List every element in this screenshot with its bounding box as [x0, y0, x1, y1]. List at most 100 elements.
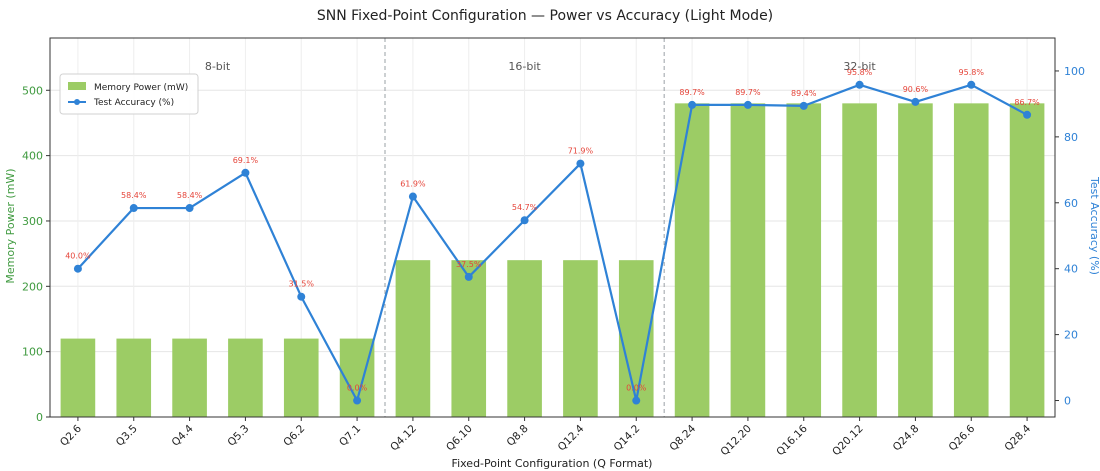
accuracy-point-Q4.12 — [408, 192, 417, 201]
y-right-tick-label: 20 — [1064, 329, 1078, 342]
accuracy-point-Q14.2 — [632, 396, 641, 405]
y-right-tick-label: 40 — [1064, 263, 1078, 276]
x-ticks-layer: Q2.6 Q3.5 Q4.4 Q5.3 Q6.2 Q7.1 Q4.12 Q6.10 Q8.8 Q1… — [58, 417, 1033, 459]
accuracy-point-Q8.8 — [520, 216, 529, 225]
legend: Memory Power (mW) Test Accuracy (%) — [59, 73, 199, 115]
x-tick-label-Q20.12: Q20.12 — [830, 423, 866, 459]
accuracy-points-layer — [73, 80, 1032, 405]
legend-bar-label: Memory Power (mW) — [94, 83, 188, 93]
y-left-tick-label: 0 — [36, 411, 43, 424]
y-left-tick-label: 400 — [22, 150, 43, 163]
data-label-Q8.8: 54.7% — [512, 203, 538, 212]
data-label-Q12.4: 71.9% — [568, 147, 594, 156]
legend-line-marker — [74, 99, 80, 105]
y-right-tick-label: 60 — [1064, 197, 1078, 210]
y-axis-right-label: Test Accuracy (%) — [1088, 176, 1100, 275]
accuracy-point-Q28.4 — [1023, 110, 1032, 119]
x-tick-label-Q4.12: Q4.12 — [388, 423, 419, 454]
group-labels: 8-bit 16-bit 32-bit — [205, 60, 877, 73]
data-label-Q24.8: 90.6% — [903, 85, 929, 94]
accuracy-point-Q20.12 — [855, 80, 864, 89]
x-tick-label-Q16.16: Q16.16 — [774, 422, 810, 458]
data-label-Q16.16: 89.4% — [791, 89, 817, 98]
data-labels-layer: 40.0% 58.4% 58.4% 69.1% 31.5% 0.0% 61.9% 37.5% 5… — [65, 68, 1040, 393]
y-left-tick-label: 500 — [22, 84, 43, 97]
x-tick-label-Q8.8: Q8.8 — [505, 423, 531, 449]
legend-box — [59, 73, 199, 115]
x-tick-label-Q24.8: Q24.8 — [891, 423, 922, 454]
legend-line-label: Test Accuracy (%) — [93, 98, 174, 108]
data-label-Q6.2: 31.5% — [289, 280, 315, 289]
bar-Q6.2 — [283, 338, 319, 417]
x-tick-label-Q2.6: Q2.6 — [58, 422, 84, 448]
axes-layer: 0 100 200 300 400 500 0 20 40 60 80 100 — [22, 37, 1085, 424]
x-tick-label-Q5.3: Q5.3 — [225, 423, 251, 449]
y-right-tick-label: 100 — [1064, 65, 1085, 78]
x-tick-label-Q6.10: Q6.10 — [444, 423, 475, 454]
data-label-Q28.4: 86.7% — [1014, 98, 1040, 107]
y-left-tick-label: 300 — [22, 215, 43, 228]
chart-title: SNN Fixed-Point Configuration — Power vs… — [317, 8, 773, 24]
data-label-Q4.12: 61.9% — [400, 180, 426, 189]
accuracy-point-Q12.4 — [576, 159, 585, 168]
bars-layer — [60, 103, 1045, 418]
bar-Q4.4 — [172, 338, 207, 417]
bar-Q12.20 — [730, 103, 766, 418]
group-label-8-bit: 8-bit — [205, 60, 231, 73]
data-label-Q4.4: 58.4% — [177, 191, 203, 200]
data-label-Q12.20: 89.7% — [735, 88, 761, 97]
data-label-Q20.12: 95.8% — [847, 68, 873, 77]
accuracy-point-Q6.10 — [464, 272, 473, 281]
bar-Q5.3 — [228, 338, 263, 417]
x-tick-label-Q6.2: Q6.2 — [281, 423, 307, 449]
data-label-Q3.5: 58.4% — [121, 191, 147, 200]
legend-bar-swatch — [68, 82, 86, 90]
bar-Q20.12 — [842, 103, 877, 418]
y-right-tick-label: 80 — [1064, 131, 1078, 144]
accuracy-point-Q8.24 — [688, 100, 697, 109]
bar-Q16.16 — [786, 103, 822, 418]
data-label-Q14.2: 0.0% — [626, 384, 647, 393]
accuracy-line-layer — [77, 83, 1028, 402]
bar-Q4.12 — [395, 260, 431, 417]
y-left-tick-label: 100 — [22, 346, 43, 359]
bar-Q8.8 — [507, 260, 542, 417]
x-tick-label-Q4.4: Q4.4 — [170, 422, 196, 448]
data-label-Q7.1: 0.0% — [347, 384, 368, 393]
bar-Q12.4 — [563, 260, 598, 417]
x-tick-label-Q3.5: Q3.5 — [114, 423, 140, 449]
accuracy-point-Q2.6 — [73, 264, 82, 273]
group-label-16-bit: 16-bit — [508, 60, 541, 73]
x-tick-label-Q26.6: Q26.6 — [947, 422, 978, 453]
bar-Q28.4 — [1009, 103, 1045, 418]
bar-Q24.8 — [898, 103, 933, 418]
data-label-Q6.10: 37.5% — [456, 260, 482, 269]
accuracy-point-Q3.5 — [129, 204, 138, 213]
plot-frame — [49, 37, 1056, 418]
accuracy-point-Q7.1 — [353, 396, 362, 405]
accuracy-line — [77, 83, 1028, 402]
bar-Q3.5 — [116, 338, 152, 417]
x-tick-label-Q12.20: Q12.20 — [718, 423, 754, 459]
accuracy-point-Q12.20 — [743, 100, 752, 109]
x-tick-label-Q12.4: Q12.4 — [556, 422, 587, 453]
x-tick-label-Q7.1: Q7.1 — [337, 423, 363, 449]
x-tick-label-Q8.24: Q8.24 — [667, 422, 698, 453]
y-axis-left-label: Memory Power (mW) — [4, 168, 17, 283]
accuracy-point-Q4.4 — [185, 204, 194, 213]
bar-Q2.6 — [60, 338, 96, 417]
bar-Q26.6 — [953, 103, 989, 418]
data-label-Q5.3: 69.1% — [233, 156, 259, 165]
accuracy-point-Q16.16 — [799, 101, 808, 110]
data-label-Q26.6: 95.8% — [959, 68, 985, 77]
accuracy-point-Q6.2 — [297, 292, 306, 301]
accuracy-point-Q26.6 — [967, 80, 976, 89]
y-right-tick-label: 0 — [1064, 395, 1071, 408]
accuracy-point-Q5.3 — [241, 168, 250, 177]
group-separators — [384, 38, 665, 417]
x-tick-label-Q28.4: Q28.4 — [1002, 422, 1033, 453]
bar-Q6.10 — [451, 260, 487, 417]
x-tick-label-Q14.2: Q14.2 — [612, 423, 643, 454]
